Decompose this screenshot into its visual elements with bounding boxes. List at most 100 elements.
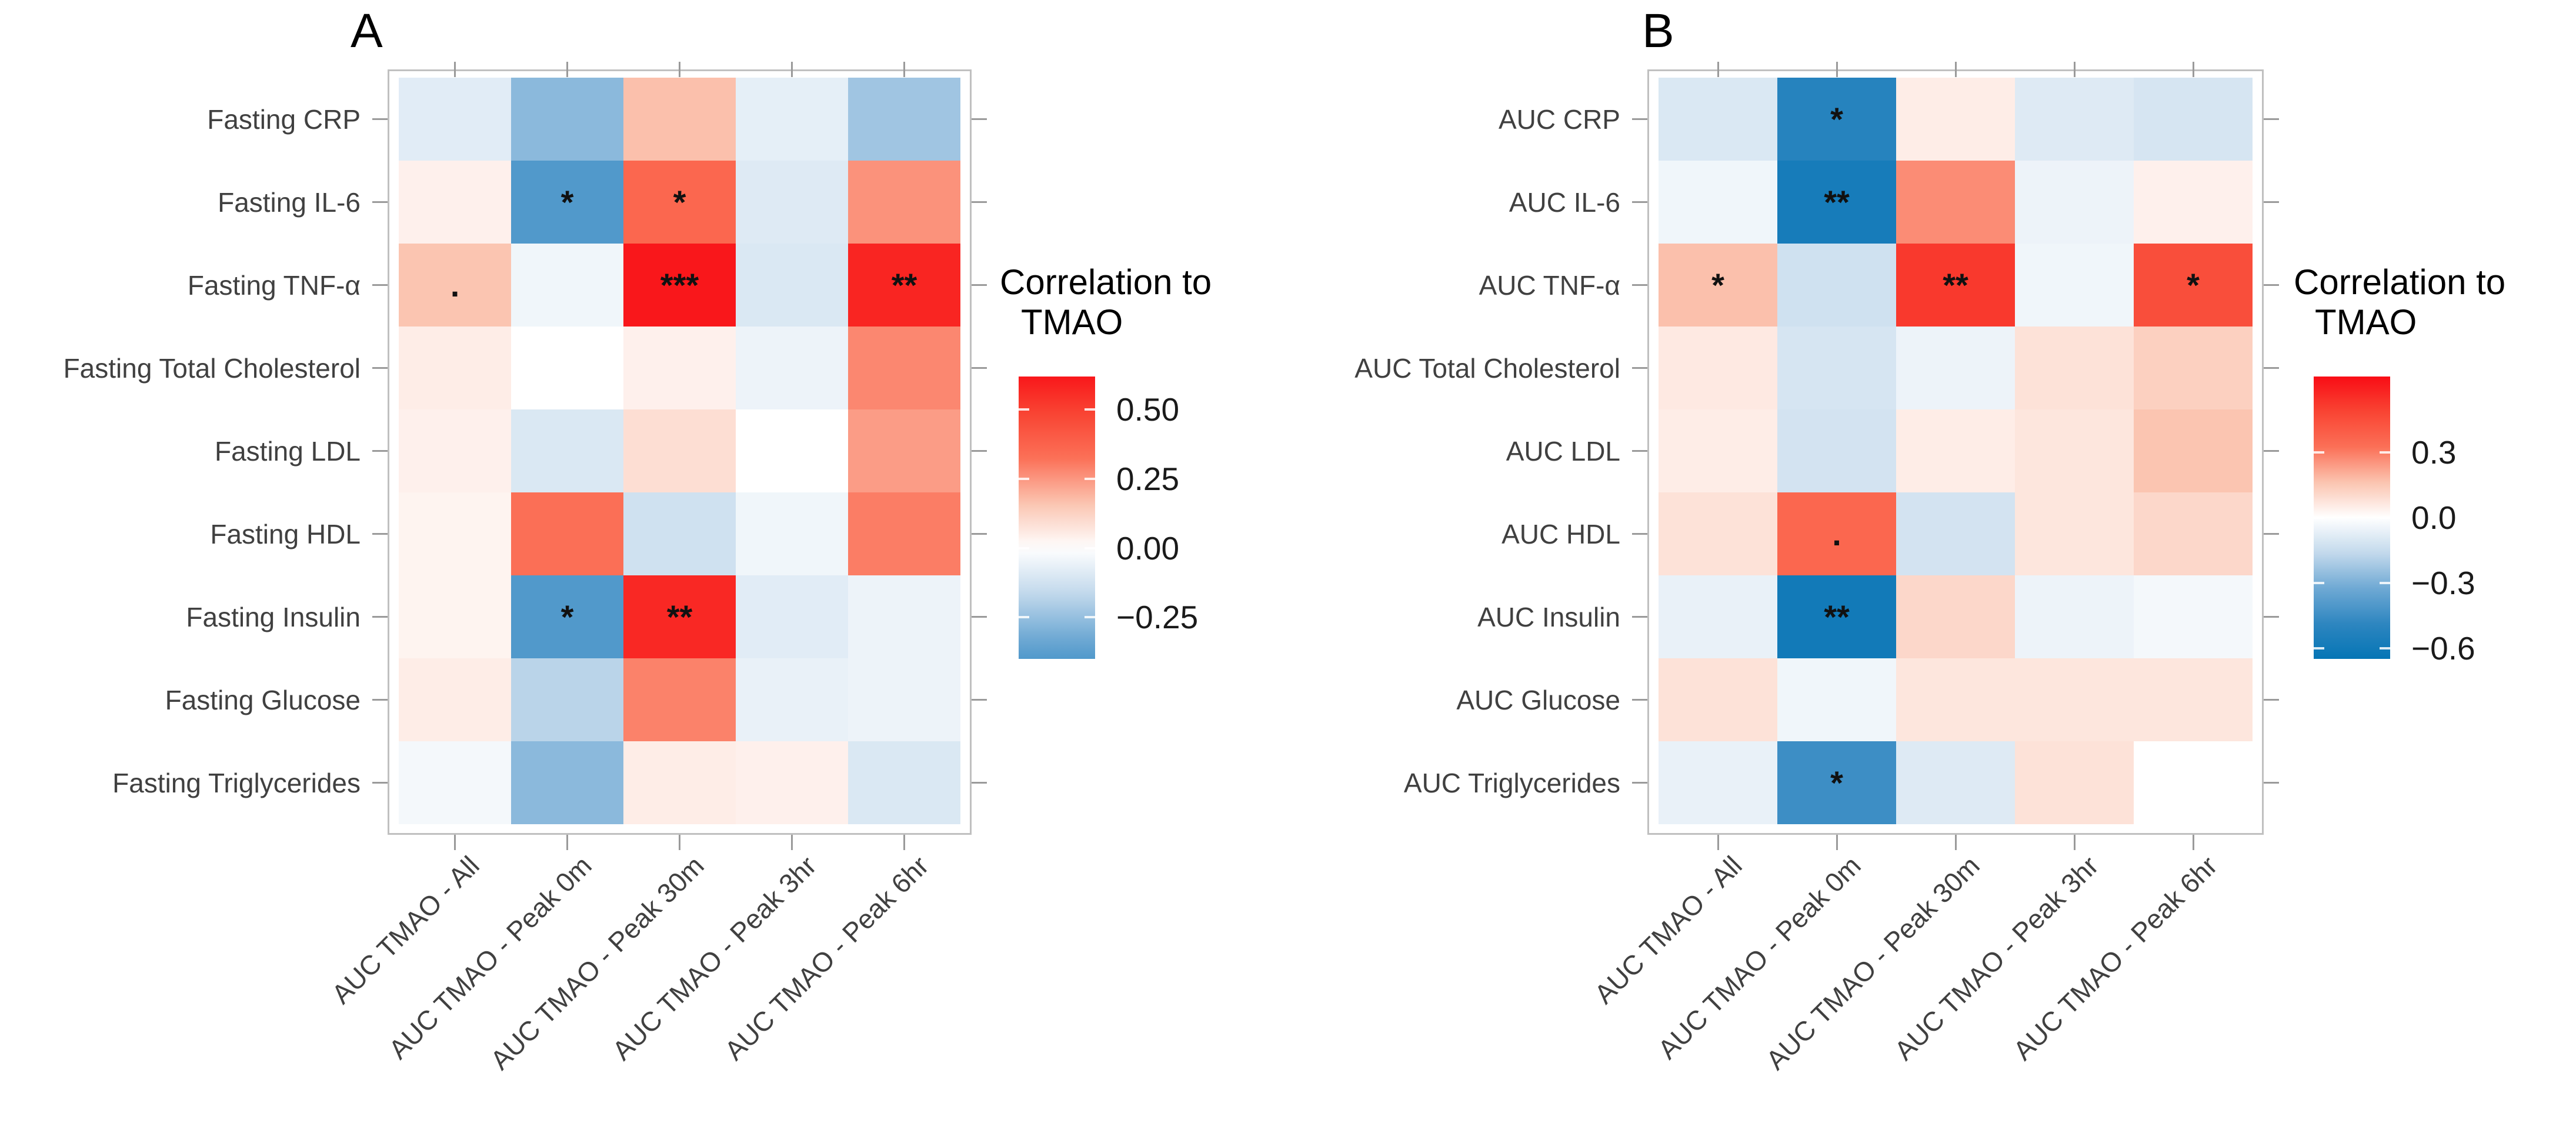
heatmap-cell [399, 575, 511, 658]
axis-tick [972, 450, 987, 452]
axis-tick [1632, 367, 1647, 369]
axis-tick [2264, 782, 2279, 784]
row-label: Fasting Glucose [165, 684, 361, 715]
axis-tick [972, 616, 987, 618]
heatmap-cell [736, 78, 848, 161]
heatmap-cell [1659, 409, 1777, 492]
legend-tick-label: 0.00 [1116, 529, 1180, 567]
axis-tick [2264, 533, 2279, 535]
legend-tick-notch [2380, 517, 2390, 519]
heatmap-cell: ** [623, 575, 736, 658]
axis-tick [2264, 450, 2279, 452]
axis-tick [903, 62, 905, 77]
heatmap-cell [1896, 161, 2015, 244]
heatmap-cell [2134, 575, 2253, 658]
significance-marker: * [1711, 266, 1724, 304]
axis-tick [1836, 835, 1838, 850]
heatmap-cell [399, 658, 511, 741]
row-label: Fasting LDL [214, 435, 361, 467]
heatmap-cell [1659, 741, 1777, 824]
heatmap-cell [736, 658, 848, 741]
heatmap-cell [511, 244, 623, 327]
heatmap-cell [2015, 161, 2134, 244]
column-label: AUC TMAO - Peak 30m [484, 850, 710, 1076]
axis-tick [372, 367, 388, 369]
heatmap-cell [1896, 741, 2015, 824]
heatmap-cell: ** [1777, 161, 1896, 244]
heatmap-cell [511, 492, 623, 575]
heatmap-cell [848, 575, 960, 658]
row-label: AUC LDL [1506, 435, 1620, 467]
heatmap-cell [736, 161, 848, 244]
heatmap-cell [511, 409, 623, 492]
row-label: Fasting HDL [210, 518, 361, 549]
axis-tick [566, 62, 568, 77]
row-label: Fasting TNF-α [187, 269, 361, 301]
legend-tick-label: 0.0 [2411, 499, 2457, 536]
heatmap-cell [848, 658, 960, 741]
heatmap-cell [2134, 161, 2253, 244]
heatmap-cell [1659, 161, 1777, 244]
legend-title-line1: Correlation to [2294, 262, 2506, 302]
axis-tick [679, 62, 680, 77]
heatmap-cell: *** [623, 244, 736, 327]
heatmap-cell [2015, 492, 2134, 575]
axis-tick [372, 118, 388, 120]
heatmap-cell [2134, 327, 2253, 409]
column-label: AUC TMAO - Peak 0m [1651, 850, 1867, 1065]
legend-tick-notch [1019, 408, 1029, 411]
heatmap-cell: . [1777, 492, 1896, 575]
axis-tick [791, 62, 793, 77]
heatmap-cell [623, 658, 736, 741]
axis-tick [679, 835, 680, 850]
significance-marker: *** [660, 266, 699, 304]
heatmap-cell [1896, 78, 2015, 161]
axis-tick [2264, 201, 2279, 203]
column-label: AUC TMAO - Peak 6hr [718, 850, 935, 1066]
legend-tick-notch [1019, 616, 1029, 619]
heatmap-cell [1896, 575, 2015, 658]
heatmap-cell [623, 327, 736, 409]
heatmap-cell [2015, 575, 2134, 658]
axis-tick [1632, 533, 1647, 535]
heatmap-cell: * [511, 575, 623, 658]
axis-tick [372, 450, 388, 452]
heatmap-cell [2134, 78, 2253, 161]
legend-tick-label: −0.6 [2411, 629, 2475, 667]
row-label: Fasting CRP [207, 104, 361, 135]
axis-tick [972, 699, 987, 701]
axis-tick [972, 533, 987, 535]
heatmap-cell: * [623, 161, 736, 244]
panel-b-title: B [1642, 4, 1674, 58]
axis-tick [372, 699, 388, 701]
heatmap-cell [2134, 409, 2253, 492]
heatmap-cell [736, 575, 848, 658]
heatmap-cell [399, 492, 511, 575]
heatmap-cell [1896, 327, 2015, 409]
column-label: AUC TMAO - Peak 3hr [1888, 850, 2104, 1066]
heatmap-cell [1777, 409, 1896, 492]
legend-tick-notch [2314, 517, 2324, 519]
axis-tick [1717, 835, 1719, 850]
panel-a-legend-bar [1019, 377, 1095, 659]
heatmap-cell [1777, 244, 1896, 327]
heatmap-cell [511, 741, 623, 824]
axis-tick [972, 201, 987, 203]
legend-tick-notch [2314, 581, 2324, 584]
legend-tick-notch [2314, 647, 2324, 649]
axis-tick [2264, 284, 2279, 286]
heatmap-cell: * [511, 161, 623, 244]
axis-tick [1632, 201, 1647, 203]
axis-tick [1632, 284, 1647, 286]
heatmap-cell [1777, 658, 1896, 741]
axis-tick [2264, 699, 2279, 701]
axis-tick [1632, 782, 1647, 784]
axis-tick [2073, 62, 2076, 77]
column-label: AUC TMAO - Peak 6hr [2007, 850, 2223, 1066]
axis-tick [972, 782, 987, 784]
column-label: AUC TMAO - Peak 3hr [606, 850, 822, 1066]
legend-tick-label: 0.50 [1116, 391, 1180, 428]
axis-tick [372, 533, 388, 535]
heatmap-cell [1659, 327, 1777, 409]
significance-marker: * [1830, 100, 1843, 138]
